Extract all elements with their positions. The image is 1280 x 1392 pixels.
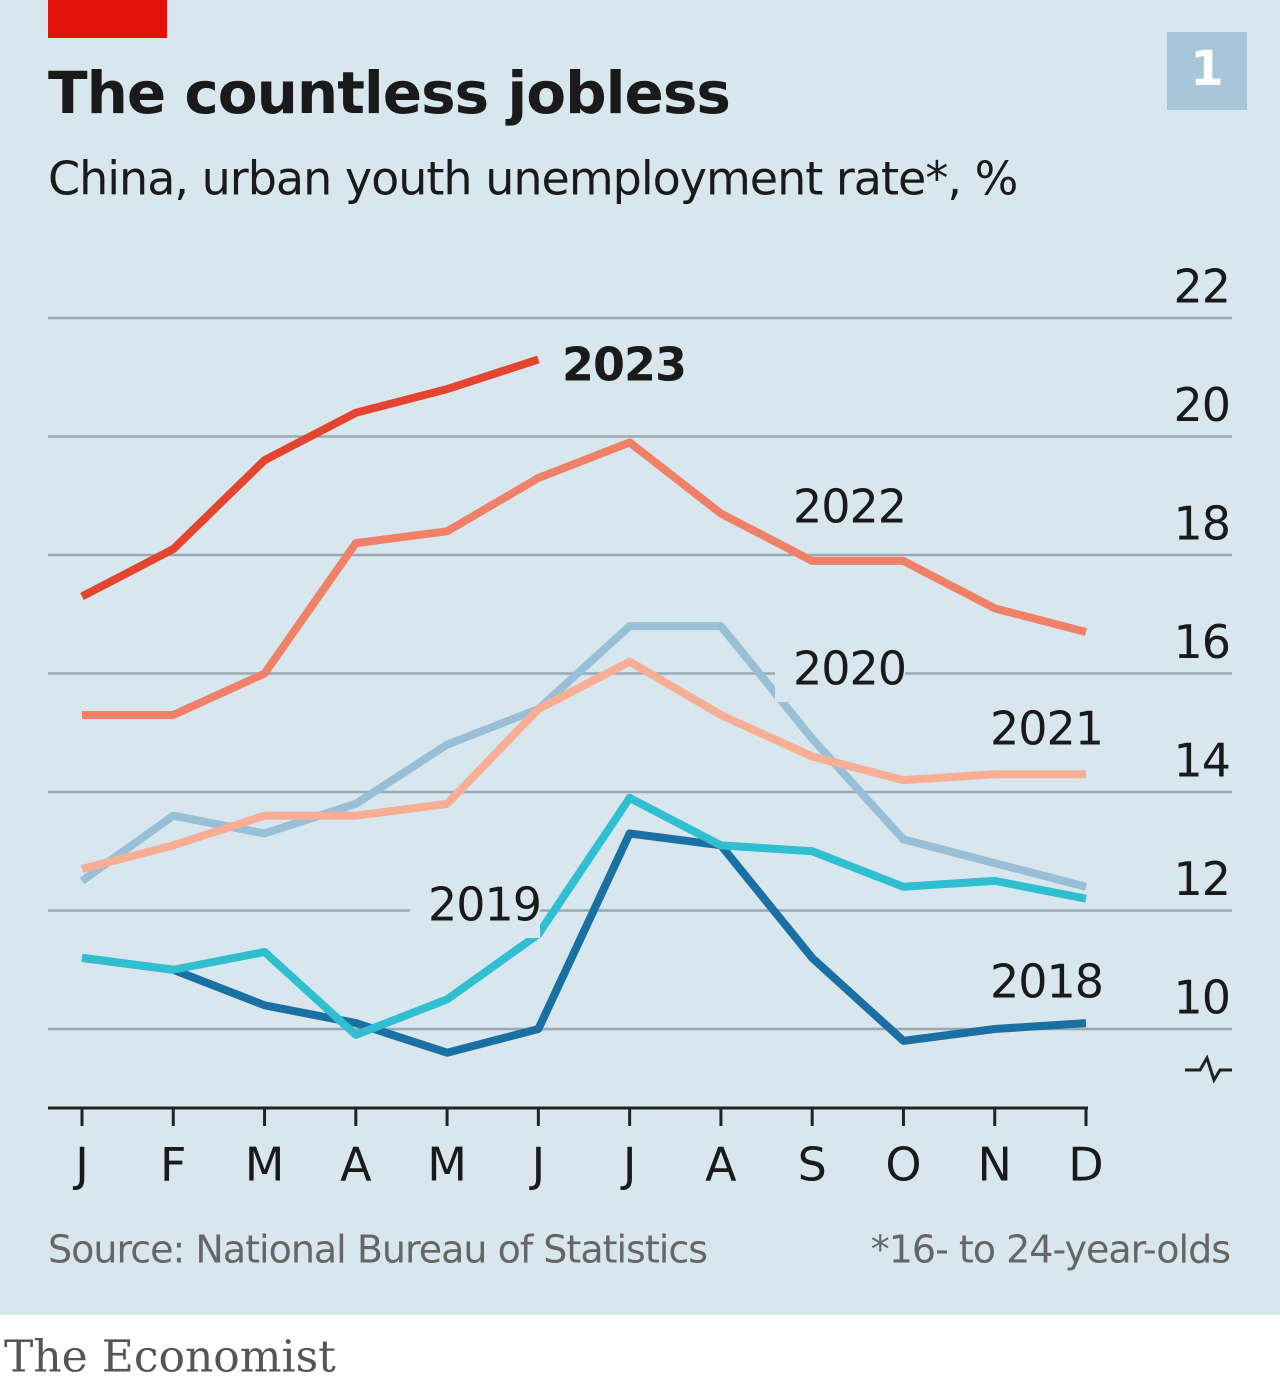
- y-tick-label: 22: [1173, 260, 1230, 314]
- y-tick-label: 20: [1173, 378, 1230, 432]
- chart-title: The countless jobless: [48, 59, 730, 127]
- x-tick-label: F: [160, 1138, 186, 1192]
- label-mask: [775, 642, 905, 702]
- series-label: 2019: [428, 878, 541, 932]
- x-tick-label: M: [427, 1138, 467, 1192]
- series-line: [80, 657, 1086, 873]
- series-label: 2020: [793, 642, 906, 696]
- x-tick-label: J: [529, 1138, 546, 1192]
- y-tick-label: 12: [1173, 852, 1230, 906]
- y-tick-label: 14: [1173, 734, 1230, 788]
- red-tag: [48, 0, 167, 38]
- note: *16- to 24-year-olds: [871, 1228, 1230, 1272]
- y-tick-label: 10: [1173, 971, 1230, 1025]
- axis-break: [1185, 1054, 1232, 1084]
- badge-box: [1167, 32, 1247, 110]
- brand: The Economist: [4, 1332, 336, 1383]
- series-label: 2021: [990, 702, 1103, 756]
- x-tick-label: M: [245, 1138, 285, 1192]
- y-tick-label: 18: [1173, 497, 1230, 551]
- x-tick-label: A: [340, 1138, 372, 1192]
- x-tick-label: J: [72, 1138, 89, 1192]
- badge: 1: [1190, 41, 1223, 97]
- x-tick-label: A: [705, 1138, 737, 1192]
- x-tick-label: N: [978, 1138, 1012, 1192]
- series-line: [80, 355, 540, 601]
- series-line: [79, 622, 1088, 891]
- x-tick-label: S: [798, 1138, 827, 1192]
- series-line: [81, 829, 1087, 1057]
- x-tick-label: J: [620, 1138, 637, 1192]
- source: Source: National Bureau of Statistics: [48, 1228, 707, 1272]
- background: [0, 0, 1280, 1315]
- subtitle: China, urban youth unemployment rate*, %: [48, 152, 1017, 206]
- series-label: 2018: [990, 955, 1103, 1009]
- x-tick-label: O: [885, 1138, 921, 1192]
- label-mask: [410, 878, 540, 938]
- series-label: 2022: [793, 480, 906, 534]
- y-tick-label: 16: [1173, 615, 1230, 669]
- series-line: [81, 793, 1087, 1039]
- x-tick-label: D: [1068, 1138, 1103, 1192]
- series-label: 2023: [562, 338, 686, 392]
- series-line: [82, 438, 1088, 719]
